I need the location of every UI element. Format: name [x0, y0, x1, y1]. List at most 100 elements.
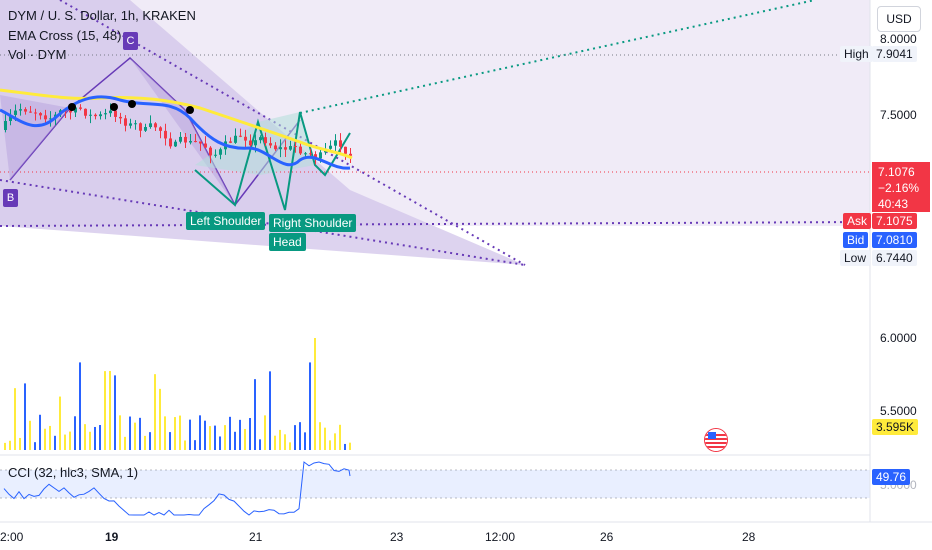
volume-bar	[199, 415, 201, 450]
symbol-legend[interactable]: DYM / U. S. Dollar, 1h, KRAKEN	[8, 8, 196, 23]
volume-bar	[74, 416, 76, 450]
volume-value: 3.595K	[872, 419, 919, 435]
volume-bar	[144, 435, 146, 450]
candle-body	[209, 147, 212, 156]
candle-body	[194, 141, 197, 143]
volume-bar	[49, 425, 51, 450]
candle-body	[339, 140, 342, 147]
volume-bar	[39, 414, 41, 450]
candle-body	[134, 123, 137, 125]
head-label[interactable]: Head	[269, 233, 306, 251]
volume-bar	[219, 436, 221, 450]
volume-bar	[64, 434, 66, 450]
volume-bar	[304, 432, 306, 450]
volume-bar	[179, 415, 181, 450]
high-value: 7.9041	[872, 46, 917, 62]
volume-bar	[344, 443, 346, 450]
low-label: Low	[840, 250, 871, 266]
current-price-badge	[872, 162, 930, 212]
candle-body	[279, 147, 282, 150]
candle-body	[264, 137, 267, 144]
volume-bar	[334, 433, 336, 450]
volume-bar	[339, 424, 341, 450]
current-price: 7.1076	[878, 165, 915, 179]
candle-body	[269, 143, 272, 146]
volume-bar	[114, 375, 116, 450]
candle-body	[289, 146, 292, 150]
bar-countdown: 40:43	[878, 197, 909, 211]
volume-legend[interactable]: Vol · DYM	[8, 47, 67, 62]
volume-bar	[94, 426, 96, 450]
time-tick: 28	[742, 530, 756, 544]
cci-value: 49.76	[872, 469, 911, 485]
time-tick: 21	[249, 530, 263, 544]
left-shoulder-label[interactable]: Left Shoulder	[186, 212, 266, 230]
candle-body	[179, 136, 182, 142]
candle-body	[149, 123, 152, 128]
volume-bar	[324, 427, 326, 450]
candle-body	[24, 109, 27, 112]
volume-bar	[224, 425, 226, 450]
bid-value: 7.0810	[872, 232, 917, 248]
point-b-label[interactable]: B	[3, 189, 18, 207]
volume-bar	[34, 442, 36, 450]
volume-bar	[149, 432, 151, 450]
volume-bar	[154, 374, 156, 450]
candle-body	[89, 114, 92, 116]
volume-bar	[4, 442, 6, 450]
harmonic-fill-2	[130, 58, 235, 205]
volume-bar	[19, 437, 21, 450]
volume-bar	[259, 439, 261, 450]
ema-legend[interactable]: EMA Cross (15, 48)	[8, 28, 122, 43]
candle-body	[124, 118, 127, 126]
candle-body	[4, 121, 7, 130]
volume-bar	[249, 418, 251, 450]
candle-body	[334, 140, 337, 146]
candle-body	[79, 107, 82, 109]
time-tick: 12:00	[485, 530, 516, 544]
volume-bar	[309, 362, 311, 450]
volume-bar	[329, 440, 331, 450]
us-flag-icon[interactable]	[704, 428, 728, 452]
volume-bar	[24, 383, 26, 450]
right-shoulder-label[interactable]: Right Shoulder	[269, 214, 357, 232]
volume-bar	[119, 415, 121, 450]
volume-bar	[59, 396, 61, 450]
volume-bar	[299, 422, 301, 450]
point-c-label[interactable]: C	[123, 32, 138, 50]
candle-body	[254, 140, 257, 146]
candle-body	[69, 110, 72, 113]
candle-body	[104, 113, 107, 115]
candle-body	[204, 143, 207, 148]
volume-bar	[184, 440, 186, 450]
candle-body	[84, 108, 87, 116]
volume-bar	[84, 424, 86, 450]
candle-body	[159, 127, 162, 131]
candle-body	[244, 136, 247, 141]
volume-bar	[104, 371, 106, 450]
volume-bar	[129, 416, 131, 450]
volume-bar	[279, 429, 281, 450]
volume-bar	[189, 419, 191, 450]
candle-body	[114, 110, 117, 117]
candle-body	[274, 145, 277, 150]
volume-bar	[239, 419, 241, 450]
price-tick: 5.5000	[880, 404, 917, 418]
time-tick: 23	[390, 530, 404, 544]
candle-body	[164, 130, 167, 139]
currency-button[interactable]: USD	[877, 6, 921, 32]
volume-bar	[284, 434, 286, 450]
projection-line	[299, 0, 816, 114]
candle-body	[219, 149, 222, 155]
candle-body	[14, 110, 17, 115]
candle-body	[139, 123, 142, 131]
volume-bar	[314, 338, 316, 450]
low-value: 6.7440	[872, 250, 917, 266]
ema-cross-dot	[186, 106, 194, 114]
cci-legend[interactable]: CCI (32, hlc3, SMA, 1)	[8, 465, 139, 480]
candle-body	[304, 153, 307, 155]
candle-body	[174, 141, 177, 147]
candle-body	[109, 110, 112, 114]
